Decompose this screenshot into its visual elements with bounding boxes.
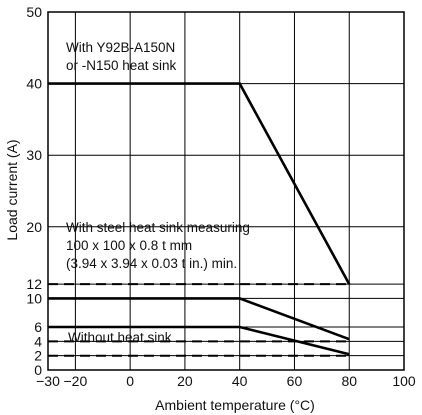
annotation-no-heatsink: Without heat sink (68, 330, 172, 345)
y-tick-label: 4 (34, 333, 42, 349)
y-tick-label: 40 (26, 76, 42, 92)
annotation-steel-line-3: (3.94 x 3.94 x 0.03 t in.) min. (66, 256, 237, 271)
annotation-heatsink-line-1: With Y92B-A150N (66, 40, 175, 55)
derating-curve (48, 82, 351, 285)
series-layer (48, 82, 351, 357)
y-tick-label: 50 (26, 4, 42, 20)
annotation-steel-line-1: With steel heat sink measuring (66, 220, 250, 235)
y-tick-label: 2 (34, 348, 42, 364)
x-tick-label: 40 (232, 373, 248, 389)
x-tick-label: 60 (287, 373, 303, 389)
x-tick-label: 100 (392, 373, 416, 389)
y-tick-label: 12 (26, 276, 42, 292)
x-tick-label: 20 (177, 373, 193, 389)
x-tick-label: −30 (36, 373, 60, 389)
plot-frame (47, 11, 405, 371)
annotation-steel-line-2: 100 x 100 x 0.8 t mm (66, 238, 192, 253)
y-tick-label: 6 (34, 319, 42, 335)
x-tick-label: 80 (341, 373, 357, 389)
x-axis-label: Ambient temperature (°C) (155, 397, 315, 413)
y-tick-label: 10 (26, 290, 42, 306)
y-tick-label: 30 (26, 147, 42, 163)
y-tick-label: 20 (26, 219, 42, 235)
derating-curve (48, 325, 350, 356)
annotation-heatsink-line-2: or -N150 heat sink (66, 58, 177, 73)
x-tick-label: 0 (126, 373, 134, 389)
x-tick-label: −20 (64, 373, 88, 389)
y-axis-label: Load current (A) (4, 139, 20, 240)
y-tick-label: 0 (34, 362, 42, 378)
derating-curve (48, 297, 350, 341)
